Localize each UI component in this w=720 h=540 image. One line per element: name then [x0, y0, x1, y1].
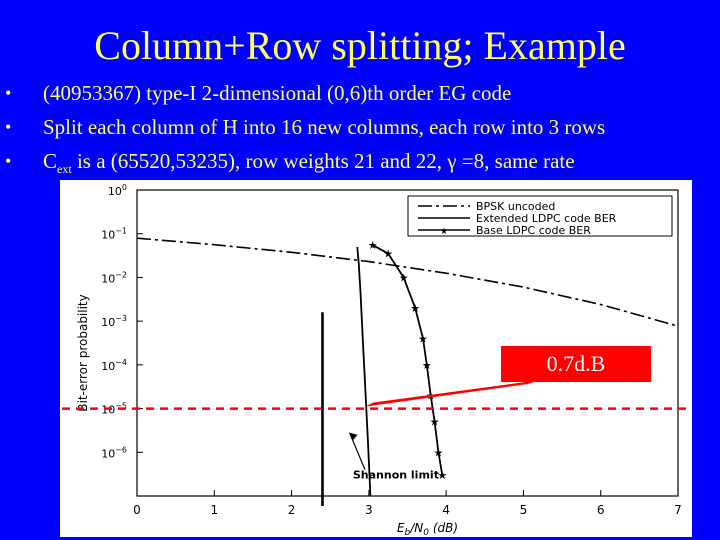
series-point-star: ★ [422, 359, 432, 372]
x-axis-label: Eb/N0 (dB) [397, 521, 458, 537]
y-tick-label: 10−5 [101, 402, 127, 417]
bullet-list: • (40953367) type-I 2-dimensional (0,6)t… [0, 78, 720, 180]
series-point-star: ★ [430, 416, 440, 429]
bullet-dot-icon: • [5, 117, 12, 137]
y-tick-label: 100 [108, 183, 127, 198]
bullet-text: (40953367) type-I 2-dimensional (0,6)th … [43, 81, 512, 105]
x-tick-label: 0 [133, 503, 141, 517]
x-tick-label: 4 [442, 503, 450, 517]
bullet-prefix: C [43, 149, 58, 173]
bullet-item: • Cext is a (65520,53235), row weights 2… [0, 146, 720, 180]
gap-callout: 0.7d.B [501, 346, 651, 382]
series-point-star: ★ [399, 271, 409, 284]
chart-svg: 100 10−1 10−2 10−3 10−4 10−5 10−6 0 1 2 3 4 5 6 7 Eb/N0… [76, 183, 682, 537]
series-point-star: ★ [426, 389, 436, 402]
y-tick-label: 10−2 [101, 270, 127, 285]
bullet-item: • Split each column of H into 16 new col… [0, 112, 720, 146]
series-line-2 [356, 246, 372, 497]
x-tick-label: 6 [597, 503, 605, 517]
legend-label-1: BPSK uncoded [476, 200, 555, 213]
bullet-text: is a (65520,53235), row weights 21 and 2… [71, 149, 575, 173]
legend-label-3: Base LDPC code BER [476, 224, 591, 237]
bullet-dot-icon: • [5, 83, 12, 103]
x-tick-label: 5 [520, 503, 528, 517]
series-line-3 [372, 244, 444, 476]
series-point-star: ★ [383, 248, 393, 261]
bullet-dot-icon: • [5, 151, 12, 171]
y-tick-label: 10−3 [101, 314, 127, 329]
y-tick-label: 10−4 [101, 358, 127, 373]
x-tick-label: 7 [674, 503, 682, 517]
series-point-star: ★ [433, 446, 443, 459]
x-tick-label: 2 [288, 503, 296, 517]
series-point-star: ★ [368, 239, 378, 252]
slide-title: Column+Row splitting; Example [94, 23, 626, 68]
series-point-star: ★ [437, 469, 447, 482]
bullet-subscript: ext [57, 162, 72, 176]
y-axis-label: Bit-error probability [76, 294, 90, 412]
y-tick-label: 10−1 [101, 227, 127, 242]
bullet-item: • (40953367) type-I 2-dimensional (0,6)t… [0, 78, 720, 112]
shannon-limit-label: Shannon limit [353, 469, 439, 482]
legend-label-2: Extended LDPC code BER [476, 212, 617, 225]
series-point-star: ★ [418, 333, 428, 346]
plot-frame [136, 189, 679, 497]
x-tick-label: 3 [365, 503, 373, 517]
y-tick-label: 10−6 [101, 445, 127, 460]
x-tick-label: 1 [210, 503, 218, 517]
series-line-1 [136, 237, 679, 327]
series-point-star: ★ [410, 302, 420, 315]
legend-star-icon: ★ [440, 227, 448, 237]
shannon-pointer-arrow-icon [349, 432, 358, 441]
bullet-text: Split each column of H into 16 new colum… [43, 115, 606, 139]
